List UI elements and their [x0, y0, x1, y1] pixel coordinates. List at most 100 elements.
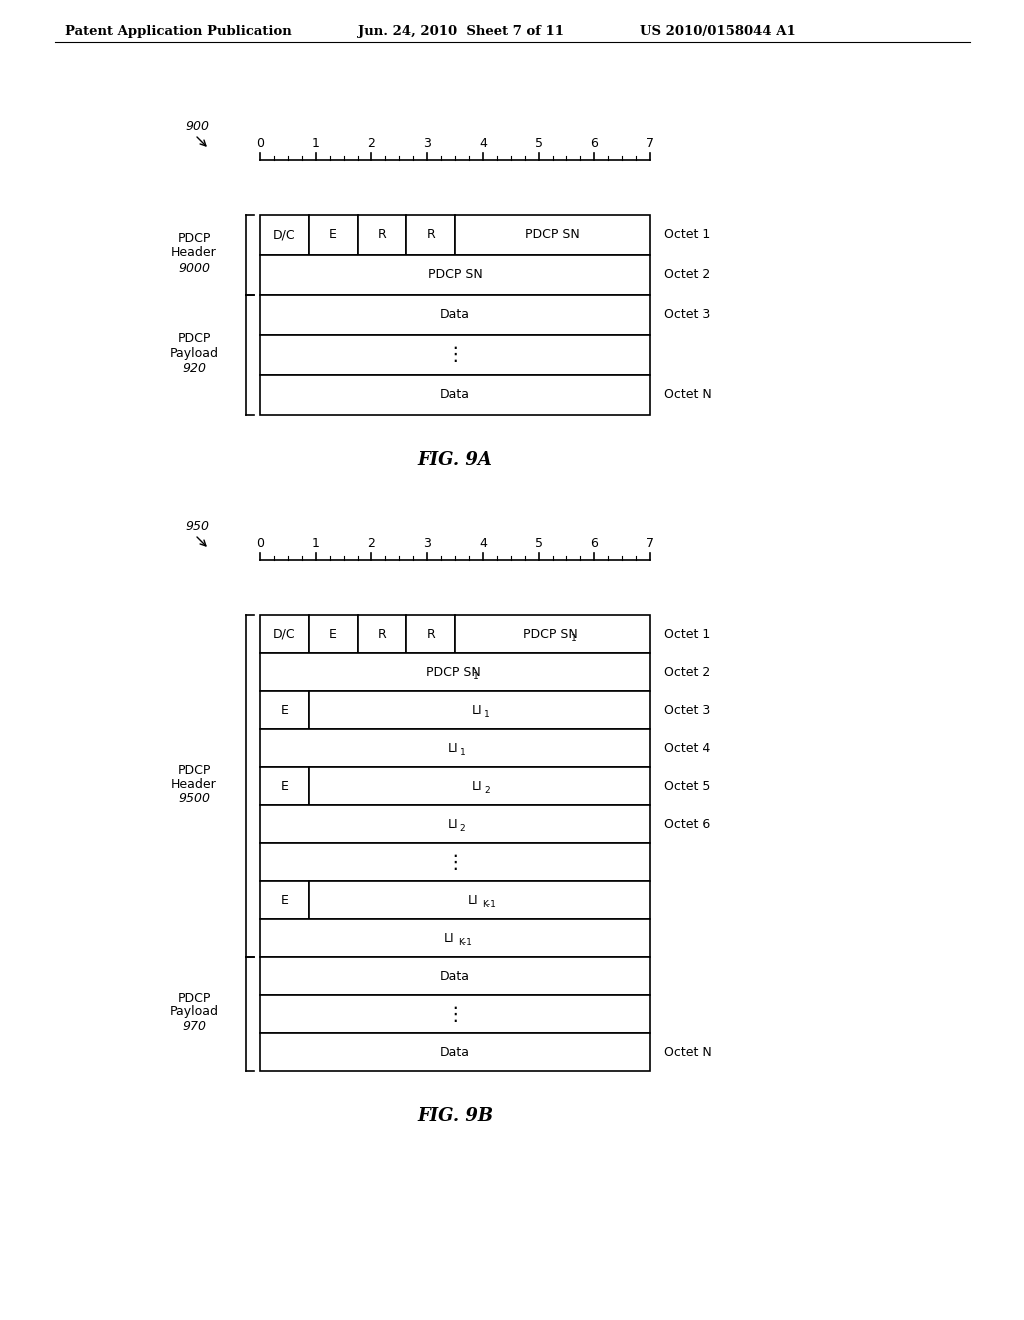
Text: PDCP SN: PDCP SN	[428, 268, 482, 281]
Bar	[260, 690, 309, 729]
Bar	[260, 615, 309, 653]
Text: Jun. 24, 2010  Sheet 7 of 11: Jun. 24, 2010 Sheet 7 of 11	[358, 25, 564, 38]
Text: 6: 6	[591, 537, 598, 550]
Bar	[309, 767, 650, 805]
Bar	[455, 615, 650, 653]
Text: 970: 970	[182, 1020, 206, 1034]
Text: 9000: 9000	[178, 261, 210, 275]
Text: 0: 0	[256, 137, 264, 150]
Text: 1: 1	[460, 747, 465, 756]
Bar	[455, 215, 650, 255]
Bar	[260, 375, 650, 414]
Text: 1: 1	[311, 137, 319, 150]
Text: Patent Application Publication: Patent Application Publication	[65, 25, 292, 38]
Text: Octet 1: Octet 1	[664, 228, 711, 242]
Text: 950: 950	[185, 520, 209, 533]
Text: E: E	[329, 228, 337, 242]
Text: 1: 1	[311, 537, 319, 550]
Text: Data: Data	[440, 969, 470, 982]
Text: 6: 6	[591, 137, 598, 150]
Bar	[260, 729, 650, 767]
Text: PDCP: PDCP	[177, 232, 211, 246]
Text: Octet 5: Octet 5	[664, 780, 711, 792]
Text: 1: 1	[473, 672, 479, 681]
Text: 920: 920	[182, 362, 206, 375]
Text: R: R	[378, 627, 386, 640]
Text: Octet 3: Octet 3	[664, 704, 711, 717]
Text: 2: 2	[460, 824, 465, 833]
Text: E: E	[281, 894, 289, 907]
Text: ⋮: ⋮	[445, 853, 465, 871]
Text: Octet 3: Octet 3	[664, 309, 711, 322]
Text: 1: 1	[484, 710, 489, 718]
Text: R: R	[426, 627, 435, 640]
Text: 4: 4	[479, 137, 486, 150]
Bar	[309, 690, 650, 729]
Text: Octet N: Octet N	[664, 1045, 712, 1059]
Bar	[357, 215, 407, 255]
Text: 900: 900	[185, 120, 209, 133]
Bar	[260, 919, 650, 957]
Bar	[260, 335, 650, 375]
Text: LI: LI	[472, 704, 482, 717]
Text: 2: 2	[484, 785, 489, 795]
Bar	[260, 767, 309, 805]
Bar	[407, 215, 455, 255]
Text: PDCP SN: PDCP SN	[523, 627, 578, 640]
Text: D/C: D/C	[273, 228, 296, 242]
Text: E: E	[281, 780, 289, 792]
Text: 2: 2	[368, 537, 376, 550]
Text: Payload: Payload	[170, 1006, 218, 1019]
Text: Octet 4: Octet 4	[664, 742, 711, 755]
Text: Header: Header	[171, 247, 217, 260]
Text: PDCP SN: PDCP SN	[426, 665, 480, 678]
Text: Payload: Payload	[170, 346, 218, 359]
Text: Octet 1: Octet 1	[664, 627, 711, 640]
Text: 5: 5	[535, 137, 543, 150]
Text: R: R	[426, 228, 435, 242]
Text: Data: Data	[440, 309, 470, 322]
Bar	[357, 615, 407, 653]
Text: E: E	[281, 704, 289, 717]
Text: Data: Data	[440, 1045, 470, 1059]
Text: ⋮: ⋮	[445, 346, 465, 364]
Text: K-1: K-1	[482, 899, 497, 908]
Text: Octet 6: Octet 6	[664, 817, 711, 830]
Text: 7: 7	[646, 137, 654, 150]
Text: 3: 3	[423, 137, 431, 150]
Bar	[309, 615, 357, 653]
Text: K-1: K-1	[458, 937, 472, 946]
Text: LI: LI	[447, 817, 459, 830]
Text: 5: 5	[535, 537, 543, 550]
Text: 3: 3	[423, 537, 431, 550]
Text: Data: Data	[440, 388, 470, 401]
Text: 7: 7	[646, 537, 654, 550]
Text: PDCP SN: PDCP SN	[525, 228, 580, 242]
Bar	[260, 653, 650, 690]
Text: Octet N: Octet N	[664, 388, 712, 401]
Bar	[260, 805, 650, 843]
Text: ⋮: ⋮	[445, 1005, 465, 1023]
Bar	[260, 215, 309, 255]
Bar	[260, 255, 650, 294]
Bar	[260, 880, 309, 919]
Text: LI: LI	[472, 780, 482, 792]
Text: LI: LI	[447, 742, 459, 755]
Bar	[309, 215, 357, 255]
Text: PDCP: PDCP	[177, 333, 211, 346]
Text: PDCP: PDCP	[177, 991, 211, 1005]
Text: 0: 0	[256, 537, 264, 550]
Bar	[407, 615, 455, 653]
Text: Header: Header	[171, 777, 217, 791]
Text: 4: 4	[479, 537, 486, 550]
Text: Octet 2: Octet 2	[664, 665, 711, 678]
Text: E: E	[329, 627, 337, 640]
Text: FIG. 9A: FIG. 9A	[418, 451, 493, 469]
Bar	[260, 1034, 650, 1071]
Text: FIG. 9B: FIG. 9B	[417, 1107, 494, 1125]
Text: LI: LI	[443, 932, 455, 945]
Bar	[309, 880, 650, 919]
Text: LI: LI	[468, 894, 478, 907]
Bar	[260, 995, 650, 1034]
Text: 1: 1	[570, 634, 577, 643]
